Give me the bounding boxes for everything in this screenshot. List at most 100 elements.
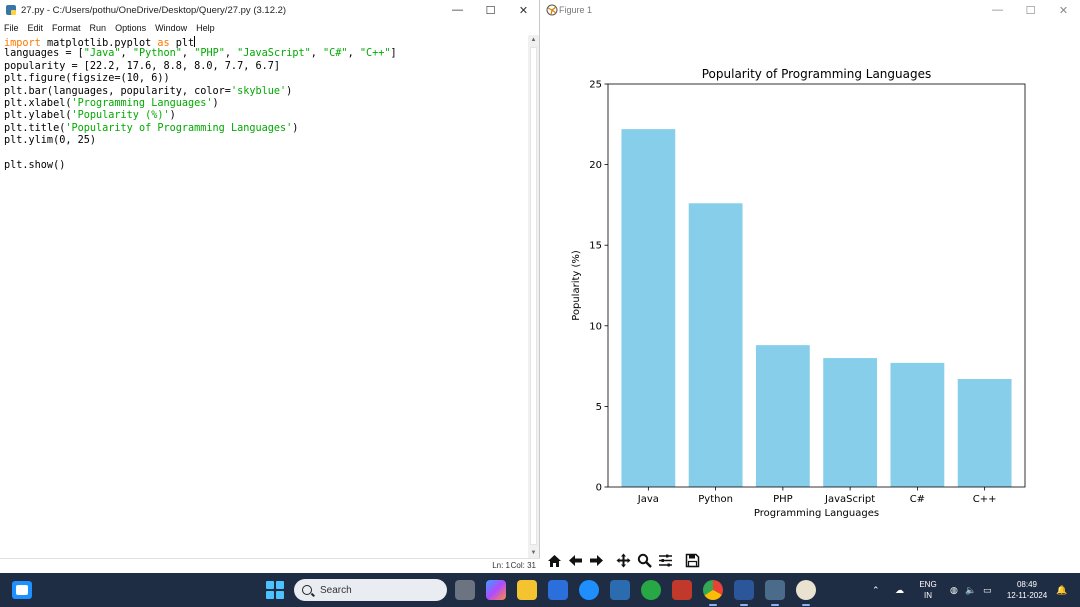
start-icon[interactable] xyxy=(266,581,284,599)
y-tick-label: 20 xyxy=(589,160,602,171)
x-axis-label: Programming Languages xyxy=(754,508,879,519)
figure-toolbar xyxy=(541,548,1080,572)
matplotlib-taskbar-icon[interactable] xyxy=(796,580,816,606)
figure-window-controls: — ☐ ✕ xyxy=(981,0,1080,20)
idle-taskbar-icon[interactable] xyxy=(765,580,785,606)
file-explorer-icon[interactable] xyxy=(517,580,537,600)
menu-file[interactable]: File xyxy=(4,22,19,33)
bar xyxy=(823,358,878,487)
show-hidden-icons[interactable]: ⌃ xyxy=(872,584,880,595)
menu-edit[interactable]: Edit xyxy=(27,22,44,33)
code-text[interactable]: import matplotlib.pyplot as plt languages… xyxy=(4,36,397,172)
y-tick-label: 5 xyxy=(596,402,602,413)
language-bottom: IN xyxy=(924,591,932,600)
network-icon[interactable]: ◍ xyxy=(950,584,958,595)
python-file-icon xyxy=(6,5,16,15)
microsoft-store-icon[interactable] xyxy=(548,580,568,600)
bar xyxy=(621,129,676,488)
column-indicator: Col: 31 xyxy=(510,561,536,570)
text-cursor xyxy=(194,36,196,47)
x-tick-label: JavaScript xyxy=(824,494,875,505)
menu-window[interactable]: Window xyxy=(155,22,188,33)
code-editor[interactable]: import matplotlib.pyplot as plt languages… xyxy=(0,35,528,558)
task-view-icon[interactable] xyxy=(455,580,475,600)
y-tick-label: 10 xyxy=(589,321,602,332)
x-tick-label: PHP xyxy=(773,494,793,505)
chrome-icon[interactable] xyxy=(703,580,723,606)
language-indicator[interactable]: ENG IN xyxy=(916,579,940,601)
bar xyxy=(688,203,743,487)
close-icon[interactable]: ✕ xyxy=(1058,4,1069,17)
mysql-icon[interactable] xyxy=(610,580,630,600)
widgets-icon[interactable] xyxy=(12,581,32,599)
editor-statusbar: Ln: 1 Col: 31 xyxy=(0,558,540,573)
code-line[interactable]: plt.ylabel('Popularity (%)') xyxy=(4,110,176,122)
language-top: ENG xyxy=(919,580,937,589)
copilot-icon[interactable] xyxy=(486,580,506,600)
figure-window: Figure 1 — ☐ ✕ Popularity of Programming… xyxy=(541,0,1080,573)
editor-window-controls: — ☐ ✕ xyxy=(441,0,540,20)
code-line[interactable]: plt.title('Popularity of Programming Lan… xyxy=(4,122,299,134)
notifications-icon[interactable]: 🔔 xyxy=(1056,584,1068,595)
code-line[interactable] xyxy=(4,148,397,160)
taskbar-search-box[interactable]: Search xyxy=(294,579,447,601)
menu-help[interactable]: Help xyxy=(196,22,215,33)
zoom-icon[interactable] xyxy=(634,550,655,571)
edge-icon[interactable] xyxy=(579,580,599,600)
cloud-icon[interactable]: ☁ xyxy=(895,584,904,595)
scrollbar-thumb[interactable] xyxy=(530,47,537,545)
volume-icon[interactable]: 🔈 xyxy=(965,584,977,595)
code-line[interactable]: plt.bar(languages, popularity, color='sk… xyxy=(4,85,293,97)
figure-window-title: Figure 1 xyxy=(559,5,593,15)
code-line[interactable]: import matplotlib.pyplot as plt xyxy=(4,36,196,49)
maximize-icon[interactable]: ☐ xyxy=(485,4,496,17)
save-icon[interactable] xyxy=(682,550,703,571)
code-line[interactable]: plt.show() xyxy=(4,159,66,171)
matplotlib-icon xyxy=(546,4,558,16)
editor-scrollbar[interactable]: ▲ ▼ xyxy=(528,35,539,558)
code-line[interactable]: plt.xlabel('Programming Languages') xyxy=(4,97,219,109)
word-icon[interactable] xyxy=(734,580,754,606)
clock[interactable]: 08:49 12-11-2024 xyxy=(998,579,1056,601)
y-axis-label: Popularity (%) xyxy=(571,250,582,321)
chart-title: Popularity of Programming Languages xyxy=(702,67,932,81)
forward-icon[interactable] xyxy=(586,550,607,571)
menu-options[interactable]: Options xyxy=(115,22,147,33)
home-icon[interactable] xyxy=(544,550,565,571)
bar xyxy=(957,378,1012,487)
battery-icon[interactable]: ▭ xyxy=(983,584,992,595)
scroll-up-icon[interactable]: ▲ xyxy=(530,37,537,43)
maximize-icon[interactable]: ☐ xyxy=(1025,4,1036,17)
back-icon[interactable] xyxy=(565,550,586,571)
clock-time: 08:49 xyxy=(1016,580,1038,589)
y-tick-label: 15 xyxy=(589,241,602,252)
code-line[interactable]: plt.ylim(0, 25) xyxy=(4,135,97,147)
configure-icon[interactable] xyxy=(655,550,676,571)
mcafee-icon[interactable] xyxy=(672,580,692,600)
editor-titlebar[interactable]: 27.py - C:/Users/pothu/OneDrive/Desktop/… xyxy=(0,0,539,20)
windows-taskbar: Search ⌃ ☁ ENG IN ◍ 🔈 ▭ 08:49 12-11-2024… xyxy=(0,573,1080,607)
minimize-icon[interactable]: — xyxy=(452,4,463,16)
bar xyxy=(890,362,945,487)
x-tick-label: Python xyxy=(698,494,733,505)
code-line[interactable]: popularity = [22.2, 17.6, 8.8, 8.0, 7.7,… xyxy=(4,60,281,72)
chart-canvas[interactable]: Popularity of Programming Languages Java P… xyxy=(541,20,1080,548)
code-line[interactable]: plt.figure(figsize=(10, 6)) xyxy=(4,73,170,85)
x-tick-label: C++ xyxy=(973,494,997,505)
y-tick-label: 25 xyxy=(589,80,602,91)
code-line[interactable]: languages = ["Java", "Python", "PHP", "J… xyxy=(4,48,397,60)
scroll-down-icon[interactable]: ▼ xyxy=(530,550,537,556)
menu-format[interactable]: Format xyxy=(52,22,81,33)
close-icon[interactable]: ✕ xyxy=(518,4,529,17)
search-label: Search xyxy=(320,584,352,596)
idle-editor-window: 27.py - C:/Users/pothu/OneDrive/Desktop/… xyxy=(0,0,540,573)
line-indicator: Ln: 1 xyxy=(492,561,510,570)
editor-window-title: 27.py - C:/Users/pothu/OneDrive/Desktop/… xyxy=(21,4,287,16)
bar xyxy=(755,345,810,487)
menu-run[interactable]: Run xyxy=(89,22,107,33)
pan-icon[interactable] xyxy=(613,550,634,571)
x-tick-label: Java xyxy=(637,494,659,505)
clock-date: 12-11-2024 xyxy=(1006,591,1048,600)
browser-icon[interactable] xyxy=(641,580,661,600)
minimize-icon[interactable]: — xyxy=(992,4,1003,16)
